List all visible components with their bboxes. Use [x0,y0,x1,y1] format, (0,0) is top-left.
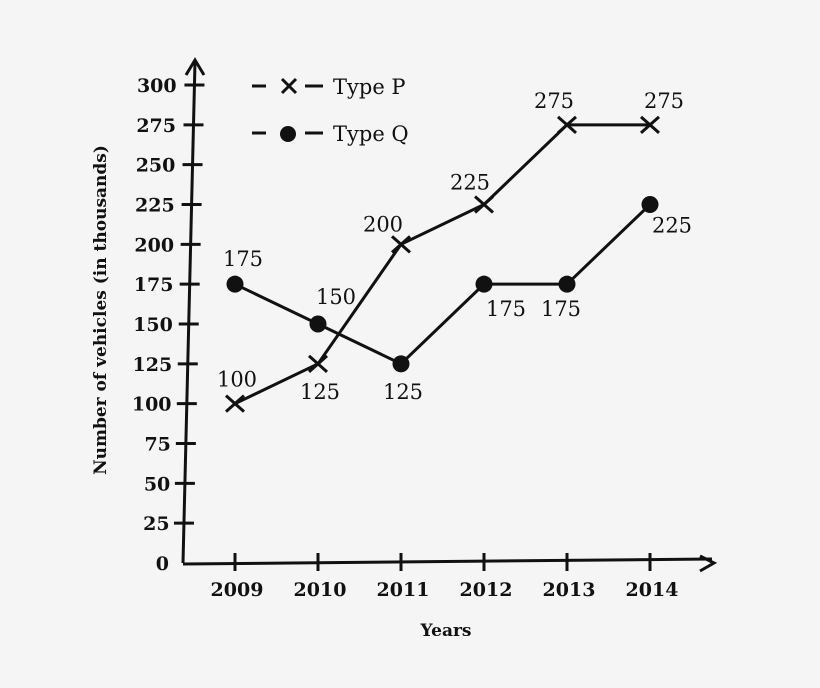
y-tick-label: 275 [136,115,176,137]
data-label: 125 [300,380,340,404]
cross-marker-icon [391,235,411,254]
cross-marker-icon [474,195,494,214]
x-axis-title: Years [419,621,471,641]
data-label: 175 [223,247,263,271]
series-line [234,203,652,366]
legend-label: Type P [333,75,406,99]
cross-marker-icon [225,394,245,413]
y-tick-label: 250 [136,155,176,177]
legend: Type P Type Q [252,75,409,146]
legend-label: Type Q [333,122,409,146]
y-axis-ticks: 0 25 50 75 100 125 150 175 200 225 250 275 300 [132,75,205,575]
y-tick-label: 25 [143,513,169,535]
dot-marker-icon [309,315,327,333]
x-axis-arrow-icon [699,554,718,573]
data-label: 275 [534,89,574,113]
series-type-q: 175 150 125 175 175 225 [223,196,692,404]
y-tick-label: 0 [156,553,169,575]
dot-marker-icon [280,126,296,142]
cross-marker-icon [280,77,298,95]
x-tick-label: 2009 [211,579,264,601]
y-tick-label: 50 [144,473,170,495]
y-tick-label: 150 [133,314,173,336]
data-label: 275 [644,89,684,113]
x-tick-label: 2014 [626,579,679,601]
data-label: 200 [363,212,403,236]
data-label: 150 [316,285,356,309]
dot-marker-icon [226,275,244,293]
dot-marker-icon [641,196,659,213]
x-axis-line [182,557,713,566]
data-label: 225 [652,214,692,238]
data-label: 125 [383,380,423,404]
y-tick-label: 175 [134,274,174,296]
x-tick-label: 2012 [460,579,513,601]
x-axis-ticks: 2009 2010 2011 2012 2013 2014 [211,553,679,601]
y-tick-label: 300 [137,75,177,97]
y-tick-label: 75 [144,434,170,456]
y-tick-label: 200 [134,234,174,256]
y-axis-line [181,61,197,564]
y-tick-label: 125 [133,354,173,376]
y-axis-title: Number of vehicles (in thousands) [91,145,111,475]
dot-marker-icon [475,275,493,293]
data-label: 175 [486,297,526,321]
dot-marker-icon [392,355,410,373]
series-lines: 100 125 200 225 275 275 175 150 125 175 175 225 [217,89,692,413]
cross-marker-icon [557,115,577,134]
data-label: 225 [450,171,490,195]
series-type-p: 100 125 200 225 275 275 [217,89,684,413]
legend-item-type-q: Type Q [252,122,409,146]
series-line [234,123,650,406]
x-tick-label: 2010 [294,579,347,601]
y-tick-label: 100 [132,394,172,416]
axes [181,57,718,573]
y-axis-arrow-icon [184,57,206,76]
x-tick-label: 2011 [377,579,430,601]
legend-item-type-p: Type P [252,75,406,99]
y-tick-label: 225 [135,195,175,217]
cross-marker-icon [308,354,328,373]
cross-marker-icon [640,115,660,134]
x-tick-label: 2013 [543,579,596,601]
data-label: 100 [217,368,257,392]
data-label: 175 [541,297,581,321]
dot-marker-icon [558,275,576,293]
